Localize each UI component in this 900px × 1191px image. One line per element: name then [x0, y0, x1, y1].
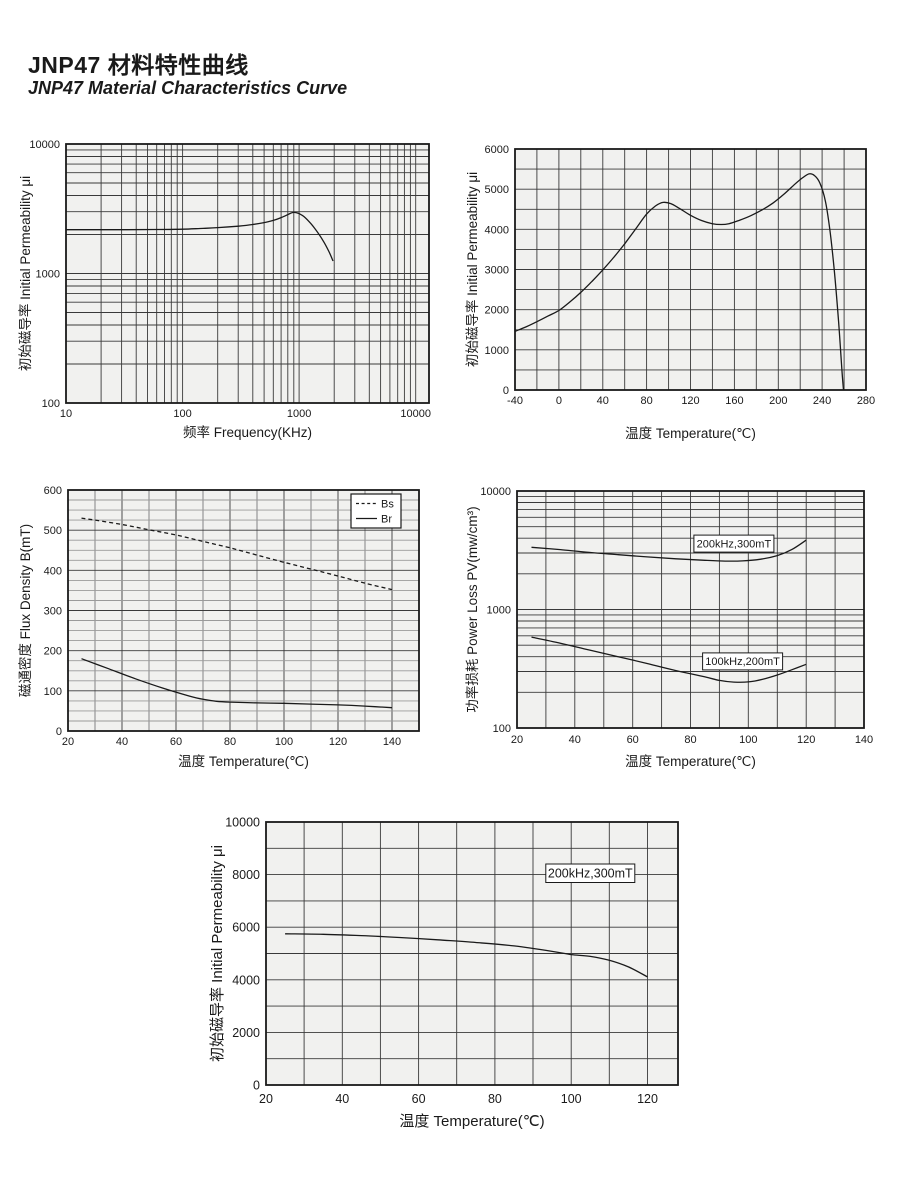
x-tick-label: 120: [329, 736, 347, 748]
plot-border: [514, 148, 867, 391]
x-tick-label: -40: [507, 395, 523, 407]
annotation-box: [702, 652, 784, 671]
y-tick-label: 1000: [36, 269, 60, 281]
x-tick-label: 40: [569, 734, 581, 746]
plot-border: [67, 489, 420, 732]
x-tick-label: 120: [637, 1092, 658, 1106]
y-tick-label: 200: [44, 646, 62, 658]
annotation-label: 200kHz,300mT: [548, 867, 633, 881]
y-tick-label: 8000: [232, 868, 260, 882]
legend-box: [350, 493, 402, 529]
x-tick-label: 0: [556, 395, 562, 407]
chart-permeability-vs-temperature-200khz: 20 40 60 80 100 120 0 2000 4000 6000 8000 10000 温度 T…: [209, 816, 679, 1130]
x-tick-label: 100: [275, 736, 293, 748]
series-curve: [81, 658, 393, 709]
x-tick-label: 160: [725, 395, 743, 407]
y-tick-label: 500: [44, 525, 62, 537]
page-title: JNP47 材料特性曲线: [28, 52, 249, 78]
x-tick-label: 60: [627, 734, 639, 746]
x-tick-label: 40: [597, 395, 609, 407]
plot-border: [65, 143, 430, 404]
y-tick-label: 0: [503, 385, 509, 397]
y-tick-label: 100: [42, 398, 60, 410]
x-tick-label: 10000: [400, 408, 431, 420]
series-curve: [66, 211, 334, 262]
chart-flux-density-vs-temperature: 20 40 60 80 100 120 140 0 100 200 300 400 500 600 温度 T…: [17, 485, 420, 769]
x-tick-label: 120: [797, 734, 815, 746]
x-tick-label: 10: [60, 408, 72, 420]
x-tick-label: 60: [412, 1092, 426, 1106]
y-axis-label: 初始磁导率 Initial Permeability μi: [17, 176, 33, 371]
x-tick-label: 80: [488, 1092, 502, 1106]
page-subtitle: JNP47 Material Characteristics Curve: [28, 78, 348, 99]
x-tick-label: 20: [259, 1092, 273, 1106]
y-tick-label: 1000: [487, 605, 511, 617]
x-tick-label: 80: [224, 736, 236, 748]
x-tick-label: 140: [383, 736, 401, 748]
y-tick-label: 5000: [485, 184, 509, 196]
x-tick-label: 280: [857, 395, 875, 407]
x-tick-label: 80: [684, 734, 696, 746]
x-tick-label: 100: [561, 1092, 582, 1106]
series-curve: [514, 173, 845, 391]
x-tick-label: 240: [813, 395, 831, 407]
y-tick-label: 6000: [232, 921, 260, 935]
legend-entry-label: Br: [381, 514, 392, 526]
plot-border: [516, 490, 865, 729]
x-tick-label: 1000: [287, 408, 311, 420]
y-tick-label: 10000: [480, 486, 511, 498]
x-tick-label: 140: [855, 734, 873, 746]
y-tick-label: 100: [493, 723, 511, 735]
plot-border: [265, 821, 679, 1086]
x-tick-label: 200: [769, 395, 787, 407]
y-tick-label: 100: [44, 686, 62, 698]
x-axis-label: 频率 Frequency(KHz): [183, 424, 312, 440]
legend-entry-label: Bs: [381, 499, 394, 511]
y-tick-label: 10000: [225, 816, 260, 830]
annotation-box: [693, 534, 775, 553]
y-tick-label: 2000: [232, 1026, 260, 1040]
y-tick-label: 6000: [485, 144, 509, 156]
y-tick-label: 10000: [29, 139, 60, 151]
y-tick-label: 4000: [232, 973, 260, 987]
y-axis-label: 功率损耗 Power Loss PV(mw/cm³): [464, 506, 480, 712]
x-axis-label: 温度 Temperature(℃): [625, 754, 756, 769]
annotation-box: [545, 863, 636, 883]
y-axis-label: 初始磁导率 Initial Permeability μi: [464, 172, 480, 367]
chart-power-loss-vs-temperature: 20 40 60 80 100 120 140 100 1000 10000 温度 Temperat…: [464, 486, 873, 769]
x-tick-label: 100: [173, 408, 191, 420]
x-tick-label: 40: [116, 736, 128, 748]
annotation-label: 100kHz,200mT: [705, 656, 780, 668]
y-axis-label: 初始磁导率 Initial Permeability μi: [209, 845, 226, 1062]
series-curve: [531, 539, 807, 562]
y-tick-label: 0: [56, 726, 62, 738]
x-tick-label: 20: [62, 736, 74, 748]
series-curve: [285, 933, 648, 978]
series-curve: [531, 636, 807, 683]
x-axis-label: 温度 Temperature(℃): [178, 754, 309, 769]
page-header: JNP47 材料特性曲线 JNP47 Material Characterist…: [28, 52, 347, 99]
y-tick-label: 0: [253, 1079, 260, 1093]
x-axis-label: 温度 Temperature(℃): [399, 1113, 544, 1130]
x-tick-label: 20: [511, 734, 523, 746]
x-tick-label: 100: [739, 734, 757, 746]
x-tick-label: 120: [681, 395, 699, 407]
y-tick-label: 300: [44, 606, 62, 618]
x-tick-label: 80: [640, 395, 652, 407]
x-tick-label: 40: [335, 1092, 349, 1106]
chart-permeability-vs-temperature: -40 0 40 80 120 160 200 240 28001000200030004000…: [464, 144, 875, 441]
annotation-label: 200kHz,300mT: [697, 538, 772, 550]
y-tick-label: 4000: [485, 224, 509, 236]
y-tick-label: 1000: [485, 345, 509, 357]
x-axis-label: 温度 Temperature(℃): [625, 426, 756, 441]
y-tick-label: 600: [44, 485, 62, 497]
x-tick-label: 60: [170, 736, 182, 748]
y-tick-label: 400: [44, 565, 62, 577]
y-tick-label: 2000: [485, 305, 509, 317]
y-axis-label: 磁通密度 Flux Density B(mT): [17, 524, 33, 697]
y-tick-label: 3000: [485, 265, 509, 277]
